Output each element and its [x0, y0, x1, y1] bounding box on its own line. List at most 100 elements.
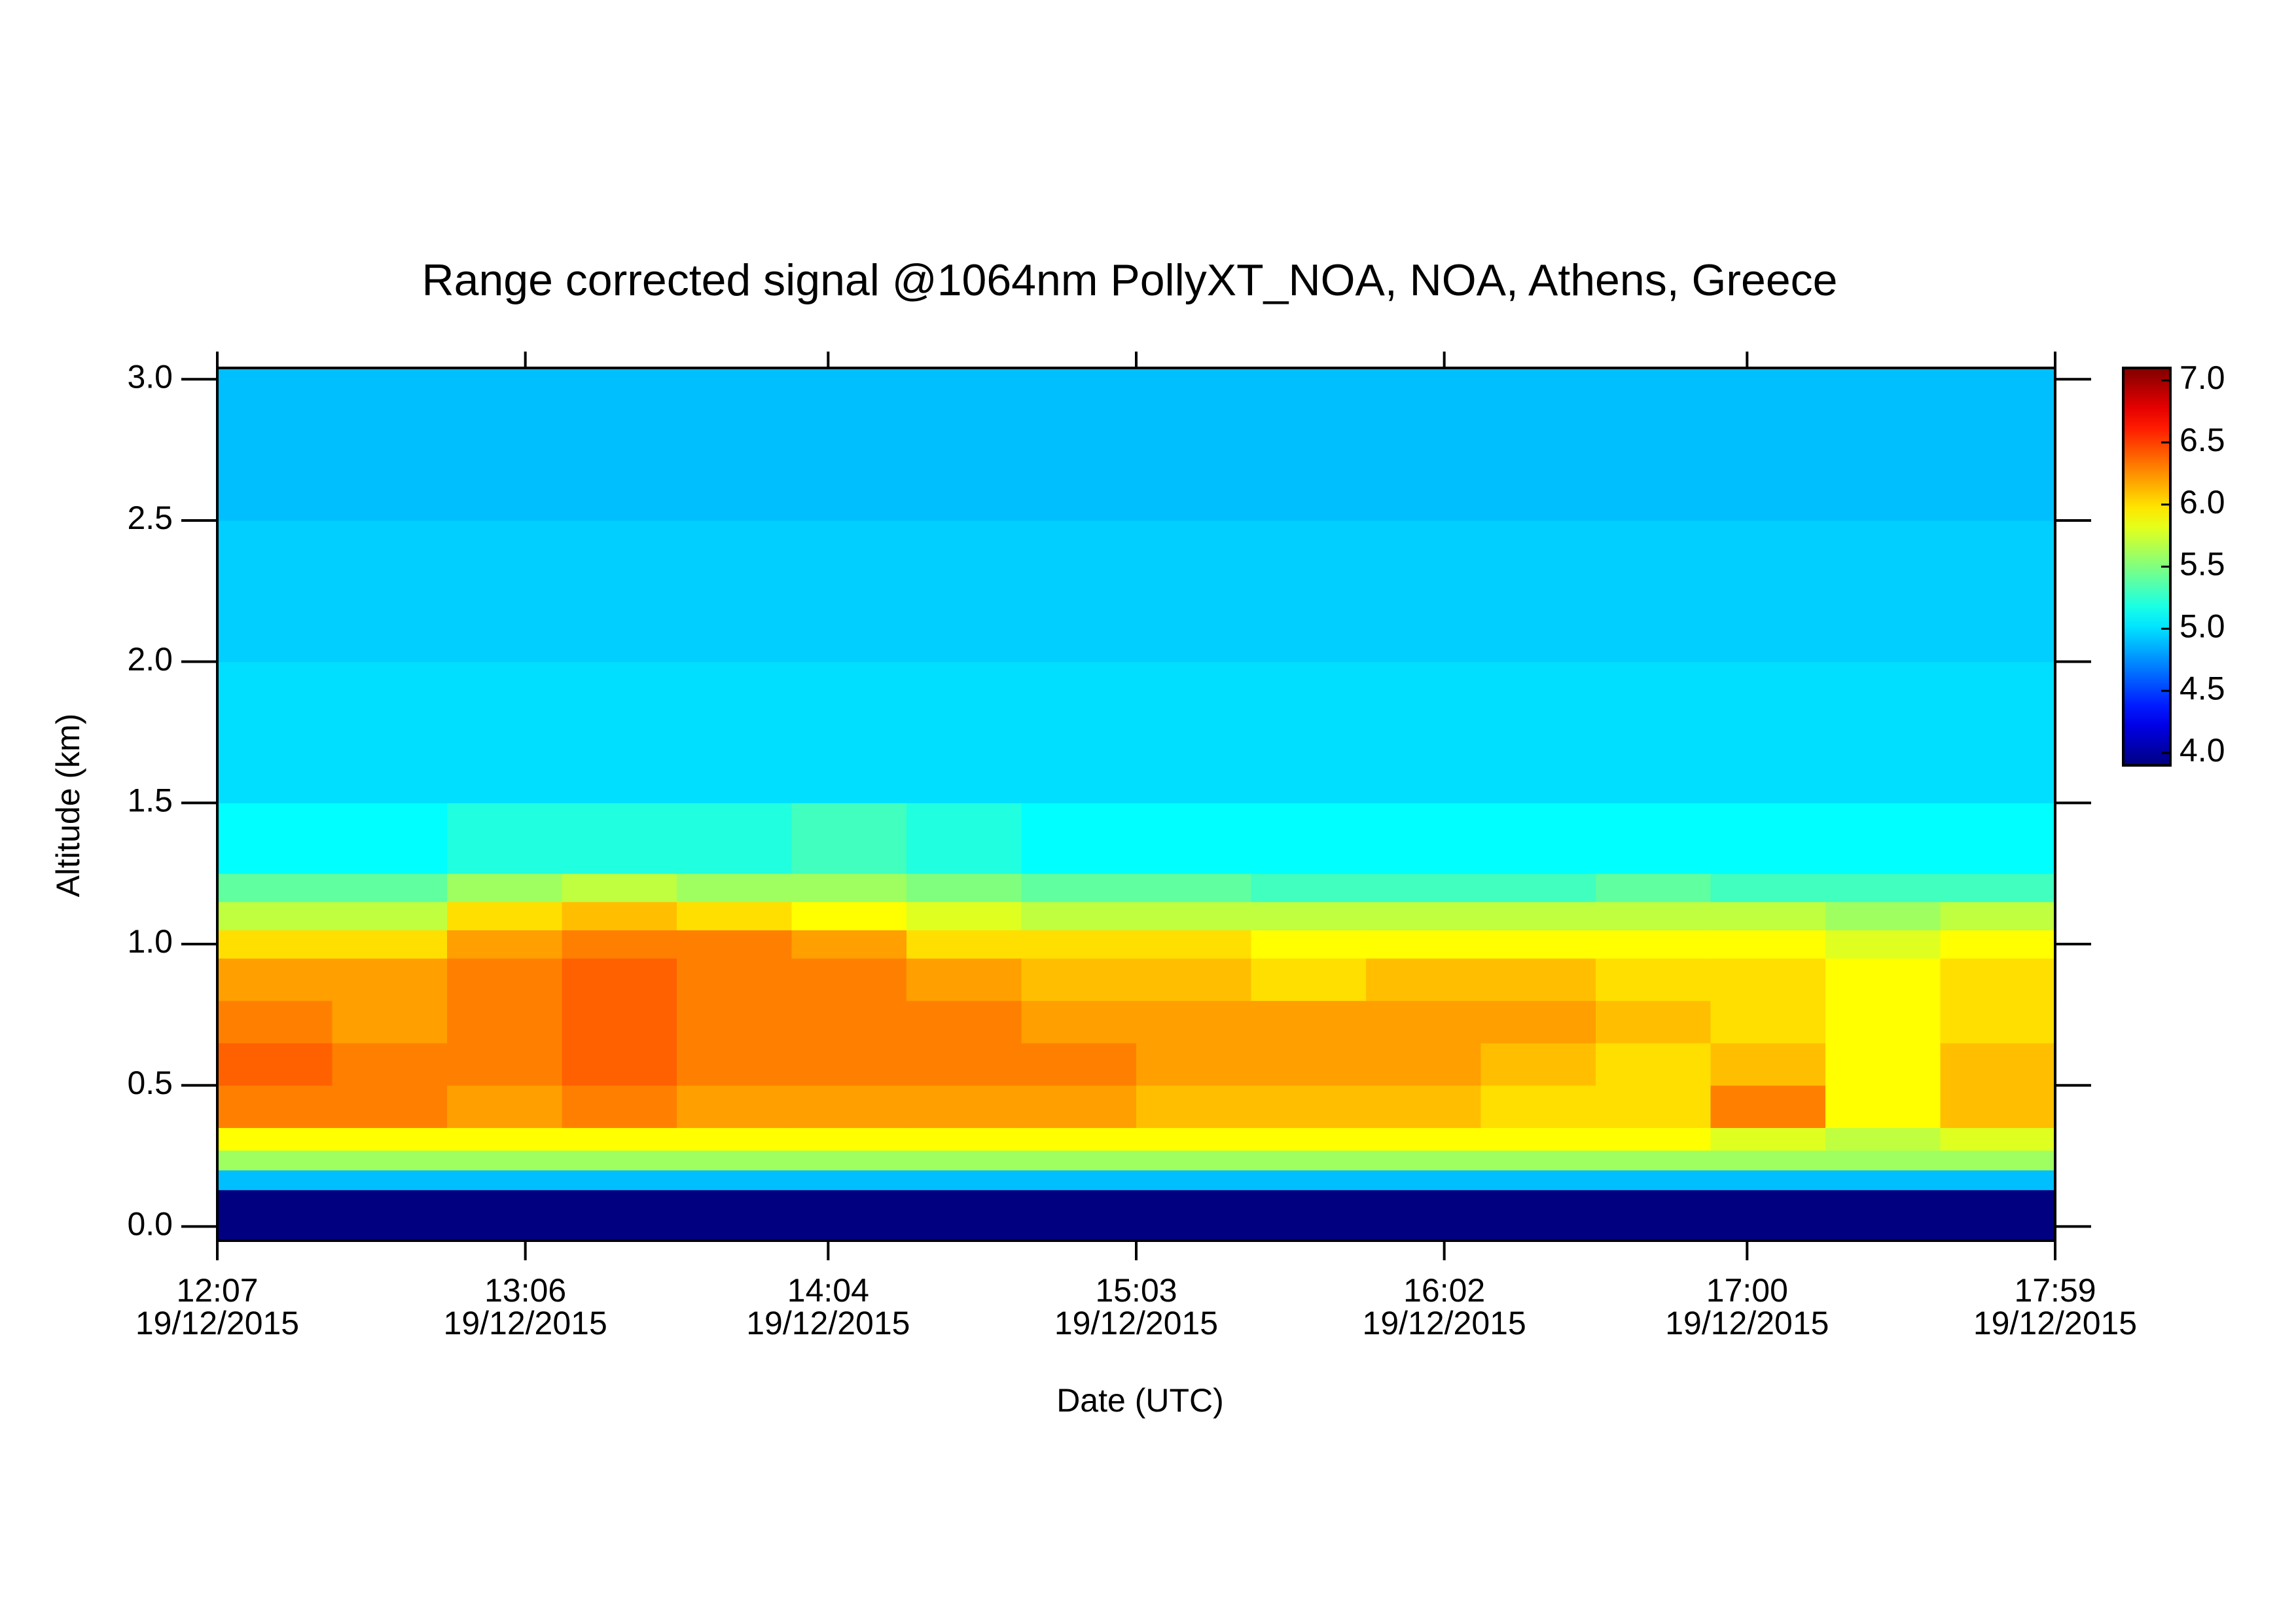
heat-cell — [1940, 1043, 2056, 1086]
heat-cell — [1251, 1150, 1367, 1171]
heat-cell — [1021, 1150, 1137, 1171]
heat-cell — [1021, 1127, 1137, 1151]
heat-cell — [1136, 1043, 1251, 1086]
heat-cell — [1366, 958, 1481, 1001]
heat-cell — [906, 958, 1022, 1001]
heat-cell — [1710, 803, 1826, 874]
heat-cell — [562, 1190, 677, 1241]
colorbar-tick-label: 6.5 — [2179, 422, 2225, 458]
heat-cell — [1825, 1170, 1941, 1190]
heat-cell — [791, 520, 907, 663]
y-tick-label: 1.5 — [127, 782, 173, 819]
heat-cell — [1021, 958, 1137, 1001]
heat-cell — [1480, 368, 1596, 521]
heat-cell — [1596, 902, 1711, 930]
heat-cell — [1366, 1085, 1481, 1128]
heat-cell — [677, 803, 792, 874]
heat-cell — [1710, 1085, 1826, 1128]
heat-cell — [447, 1000, 562, 1044]
heat-cell — [1480, 930, 1596, 959]
heat-cell — [332, 520, 448, 663]
heat-cell — [906, 520, 1022, 663]
heat-cell — [332, 930, 448, 959]
heat-cell — [906, 661, 1022, 803]
heat-cell — [1940, 902, 2056, 930]
y-tick-label: 2.0 — [127, 641, 173, 678]
heat-cell — [1136, 520, 1251, 663]
heat-cell — [1825, 1085, 1941, 1128]
heat-cell — [791, 958, 907, 1001]
heat-cell — [1940, 1150, 2056, 1171]
heat-cell — [906, 1043, 1022, 1086]
heat-cell — [1366, 1127, 1481, 1151]
x-tick-label: 13:06 — [484, 1272, 566, 1309]
heat-cell — [332, 902, 448, 930]
heat-cell — [1251, 1043, 1367, 1086]
heat-cell — [217, 803, 332, 874]
heat-cell — [217, 958, 332, 1001]
heat-cell — [1136, 1190, 1251, 1241]
heat-cell — [1710, 1170, 1826, 1190]
heat-cell — [447, 803, 562, 874]
heat-cell — [1710, 1127, 1826, 1151]
heat-cell — [1251, 1085, 1367, 1128]
heat-cell — [1021, 930, 1137, 959]
heat-cell — [791, 803, 907, 874]
heat-cell — [1710, 368, 1826, 521]
heat-cell — [1251, 520, 1367, 663]
heat-cell — [1940, 1190, 2056, 1241]
heat-cell — [1596, 873, 1711, 902]
heat-cell — [677, 1043, 792, 1086]
y-tick-label: 1.0 — [127, 923, 173, 960]
heat-cell — [1710, 661, 1826, 803]
heat-cell — [1596, 958, 1711, 1001]
heat-cell — [447, 958, 562, 1001]
heat-cell — [1825, 520, 1941, 663]
y-tick-label: 2.5 — [127, 500, 173, 536]
heat-cell — [1825, 1000, 1941, 1044]
heat-cell — [1825, 661, 1941, 803]
heat-cell — [562, 958, 677, 1001]
heat-cell — [1021, 803, 1137, 874]
heat-cell — [1021, 1190, 1137, 1241]
heat-cell — [1596, 1085, 1711, 1128]
heat-cell — [1940, 958, 2056, 1001]
heat-cell — [1940, 1000, 2056, 1044]
y-tick-label: 3.0 — [127, 358, 173, 395]
heat-cell — [1596, 1043, 1711, 1086]
heat-cell — [562, 1150, 677, 1171]
heat-cell — [1596, 368, 1711, 521]
x-tick-date: 19/12/2015 — [135, 1305, 299, 1341]
heat-cell — [217, 873, 332, 902]
heat-cell — [791, 1000, 907, 1044]
heat-cell — [1480, 1043, 1596, 1086]
heat-cell — [1825, 1127, 1941, 1151]
heat-cell — [1366, 368, 1481, 521]
heat-cell — [217, 1085, 332, 1128]
heat-cell — [1251, 930, 1367, 959]
x-tick-label: 17:59 — [2014, 1272, 2096, 1309]
heat-cell — [677, 1170, 792, 1190]
heat-cell — [562, 661, 677, 803]
x-tick-label: 16:02 — [1403, 1272, 1485, 1309]
colorbar-tick-label: 7.0 — [2179, 359, 2225, 396]
colorbar-tick-label: 5.5 — [2179, 546, 2225, 583]
heat-cell — [1480, 1127, 1596, 1151]
heat-cell — [562, 520, 677, 663]
heat-cell — [217, 520, 332, 663]
heat-cell — [1021, 1085, 1137, 1128]
heat-cell — [1825, 902, 1941, 930]
heat-cell — [1825, 873, 1941, 902]
heat-cell — [1710, 1000, 1826, 1044]
heat-cell — [1366, 1043, 1481, 1086]
heat-cell — [1825, 930, 1941, 959]
heat-cell — [447, 1150, 562, 1171]
heat-cell — [1251, 1000, 1367, 1044]
heat-cell — [1021, 368, 1137, 521]
heat-cell — [1136, 873, 1251, 902]
heat-cell — [447, 1127, 562, 1151]
heat-cell — [1596, 1000, 1711, 1044]
y-tick-label: 0.5 — [127, 1065, 173, 1101]
chart-title: Range corrected signal @1064nm PollyXT_N… — [422, 255, 1838, 305]
heat-cell — [1596, 1127, 1711, 1151]
